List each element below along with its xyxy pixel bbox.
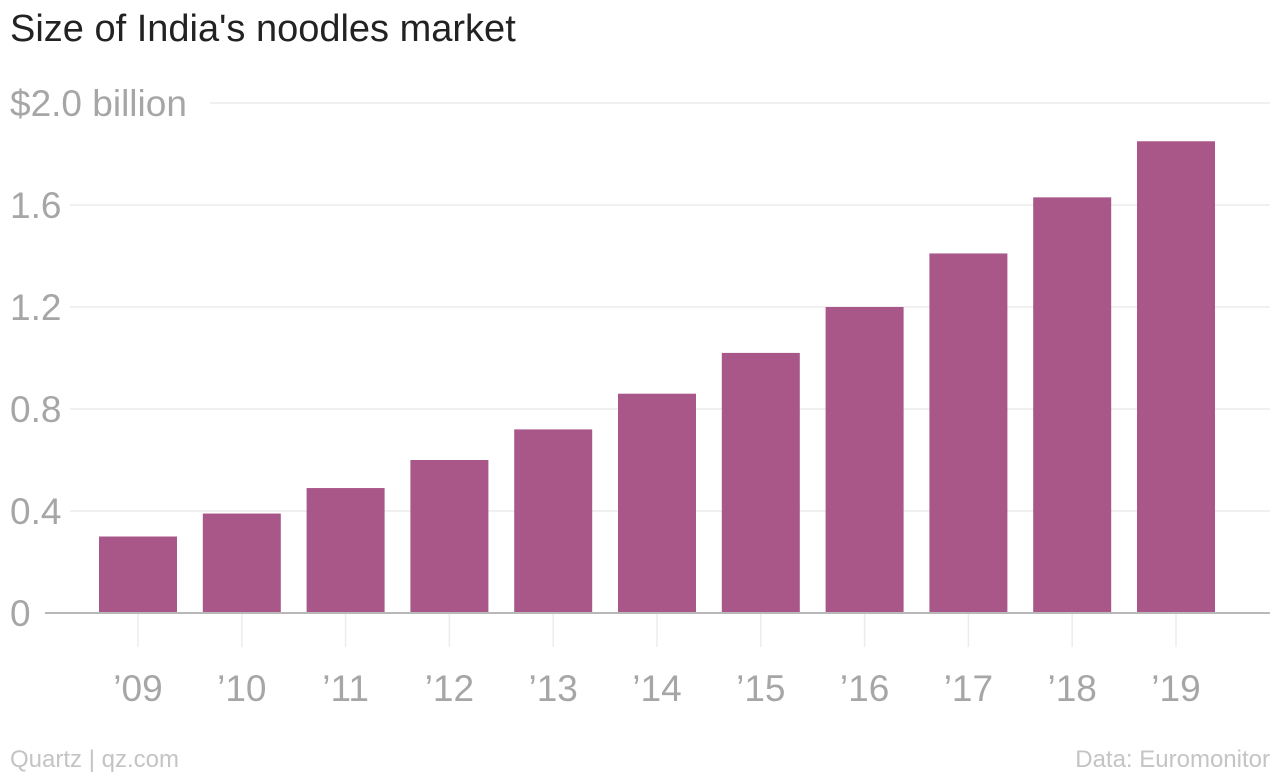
y-tick-label: 0.4 [10, 491, 61, 532]
bar [1137, 141, 1215, 613]
x-axis [45, 612, 1270, 647]
bar [99, 536, 177, 613]
x-tick-label: ’12 [425, 668, 474, 709]
x-tick-labels: ’09 ’10 ’11 ’12 ’13 ’14 ’15 ’16 ’17 ’18 ’19 [113, 668, 1200, 709]
y-tick-label: 1.2 [10, 287, 61, 328]
bar [929, 253, 1008, 613]
y-tick-label: 0 [10, 593, 31, 634]
x-tick-label: ’16 [840, 668, 889, 709]
x-tick-label: ’14 [632, 668, 681, 709]
bar [410, 460, 489, 613]
bar [306, 488, 385, 613]
bar [514, 429, 593, 613]
x-tick-label: ’18 [1048, 668, 1097, 709]
y-tick-label: 1.6 [10, 185, 61, 226]
footer-data-credit: Data: Euromonitor [1075, 746, 1270, 773]
x-tick-label: ’17 [944, 668, 993, 709]
x-tick-label: ’10 [217, 668, 266, 709]
x-tick-label: ’09 [113, 668, 162, 709]
x-tick-label: ’19 [1151, 668, 1200, 709]
y-tick-labels: 0 0.4 0.8 1.2 1.6 $2.0 billion [10, 83, 187, 634]
bar [825, 307, 904, 613]
bar-chart: 0 0.4 0.8 1.2 1.6 $2.0 billion ’09 ’10 ’11 ’12 ’1… [10, 83, 1270, 709]
y-tick-label: 0.8 [10, 389, 61, 430]
y-tick-label: $2.0 billion [10, 83, 187, 124]
footer-source-quartz: Quartz | qz.com [10, 746, 179, 773]
x-tick-label: ’13 [529, 668, 578, 709]
bars [99, 141, 1215, 613]
chart-title: Size of India's noodles market [10, 8, 516, 50]
bar [1033, 197, 1112, 613]
x-tick-label: ’11 [322, 668, 369, 709]
bar [618, 393, 696, 613]
bar [721, 352, 800, 613]
x-tick-label: ’15 [736, 668, 785, 709]
bar [202, 513, 281, 613]
